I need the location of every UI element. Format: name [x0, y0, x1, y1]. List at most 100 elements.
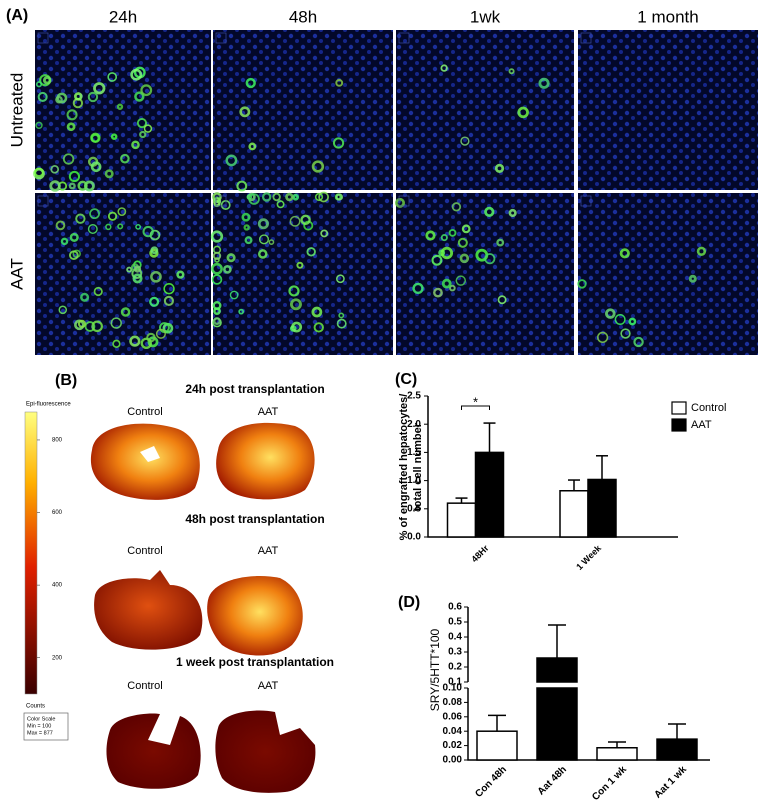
y-tick-label: 0.06	[443, 711, 463, 722]
significance-bracket	[461, 405, 490, 410]
annotation: *	[473, 394, 478, 409]
fluorescent-cell	[135, 223, 142, 230]
section-title: 48h post transplantation	[185, 512, 324, 526]
fluorescent-cell	[412, 282, 424, 295]
group-label: Control	[127, 680, 162, 692]
fluorescent-cell	[451, 202, 462, 212]
fluorescent-cell	[143, 124, 153, 133]
charts: (C) 0.0 0.5 1.0 1.5 2.0 2.5% of engrafted hepa…	[395, 371, 726, 803]
y-axis-label: SRY/5HTT*100	[428, 628, 442, 711]
fluorescent-cell	[212, 197, 222, 206]
y-axis-label: total cell number	[412, 422, 424, 511]
fluorescent-cell	[176, 270, 185, 279]
fluorescent-cell	[62, 153, 75, 165]
fluorescent-cell	[105, 223, 112, 231]
fluorescent-cell	[133, 265, 142, 273]
fluorescent-cell	[129, 335, 141, 347]
bar	[536, 687, 578, 761]
fluorescent-cell	[394, 197, 406, 208]
fluorescent-cell	[300, 214, 311, 226]
y-axis-label: % of engrafted hepatocytes/	[398, 394, 410, 541]
scale-marker	[215, 195, 227, 207]
fluorescent-cell	[93, 82, 106, 95]
section-title: 1 week post transplantation	[176, 655, 334, 669]
scale-marker	[398, 195, 410, 207]
fluorescent-cell	[149, 248, 159, 258]
y-tick-label: 0.3	[448, 647, 462, 658]
scale-box	[23, 712, 69, 741]
x-tick-label: Con 1 wk	[590, 764, 629, 803]
fluorescent-cell	[140, 84, 153, 97]
bar	[474, 451, 505, 538]
organ-image	[215, 710, 316, 793]
fluorescent-cell	[212, 251, 222, 261]
group-label: Control	[127, 545, 162, 557]
fluorescent-cell	[577, 279, 587, 289]
fluorescent-cell	[66, 122, 76, 132]
legend-swatch	[671, 401, 687, 415]
organ-image	[207, 576, 303, 656]
fluorescent-cell	[149, 296, 160, 307]
group-label: AAT	[258, 680, 279, 692]
fluorescent-cell	[223, 265, 232, 274]
bar	[559, 490, 589, 538]
fluorescent-cell	[318, 191, 329, 203]
fluorescent-cell	[620, 328, 631, 339]
fluorescent-cell	[84, 321, 96, 332]
micrograph	[35, 193, 211, 355]
colorbar-unit: Counts	[26, 704, 45, 710]
fluorescent-cell	[289, 215, 301, 227]
fluorescent-cell	[226, 253, 236, 263]
fluorescent-cell	[229, 290, 239, 300]
micrograph	[578, 30, 758, 190]
y-tick-label: 0.00	[443, 755, 463, 766]
y-tick-label: 0.2	[448, 662, 462, 673]
fluorescent-cell	[538, 77, 550, 89]
fluorescent-cell	[460, 136, 470, 146]
fluorescent-cell	[696, 246, 707, 256]
fluorescent-cell	[69, 232, 79, 243]
panel-b-text: 800 600 400 200 24h post transplantation Cont…	[37, 382, 334, 692]
fluorescent-cell	[58, 305, 68, 315]
fluorescent-cell	[35, 121, 43, 130]
fluorescent-cell	[68, 182, 76, 190]
fluorescent-cell	[210, 230, 224, 243]
organ-image	[90, 423, 200, 500]
bar	[656, 738, 698, 761]
fluorescent-cell	[87, 224, 98, 235]
fluorescent-cell	[257, 249, 268, 259]
fluorescent-cell	[508, 208, 517, 218]
organ-images	[90, 422, 316, 793]
organ-image	[106, 713, 201, 789]
bar	[446, 502, 477, 538]
fluorescent-cell	[440, 234, 448, 242]
group-label: Control	[127, 406, 162, 418]
fluorescent-cell	[496, 238, 505, 247]
fluorescent-cell	[268, 239, 275, 245]
x-tick-label: Aat 1 wk	[653, 764, 690, 801]
fluorescent-cell	[285, 192, 294, 202]
fluorescent-cell	[75, 213, 86, 224]
fluorescent-cell	[455, 275, 467, 286]
row-header: AAT	[7, 258, 26, 290]
column-header: 1 month	[637, 7, 698, 26]
colorbar-title: Epi-fluorescence	[26, 402, 71, 408]
panel-label: (C)	[395, 371, 417, 388]
fluorescent-cell	[77, 319, 87, 328]
y-tick-label: 1.0	[407, 475, 421, 486]
fluorescent-cell	[311, 160, 325, 173]
fluorescent-cell	[272, 192, 281, 202]
fluorescent-cell	[55, 220, 66, 231]
column-header: 48h	[289, 7, 317, 26]
fluorescent-cell	[313, 322, 324, 333]
y-tick-label: 0.5	[448, 617, 462, 628]
organ-image	[216, 422, 315, 500]
section-title: 24h post transplantation	[185, 382, 324, 396]
fluorescent-cell	[134, 91, 145, 102]
fluorescent-cell	[68, 250, 79, 261]
fluorescent-cell	[163, 295, 175, 306]
legend-swatch	[671, 418, 687, 432]
bar	[596, 747, 638, 761]
fluorescent-cell	[288, 285, 300, 297]
fluorescent-cell	[336, 318, 347, 329]
